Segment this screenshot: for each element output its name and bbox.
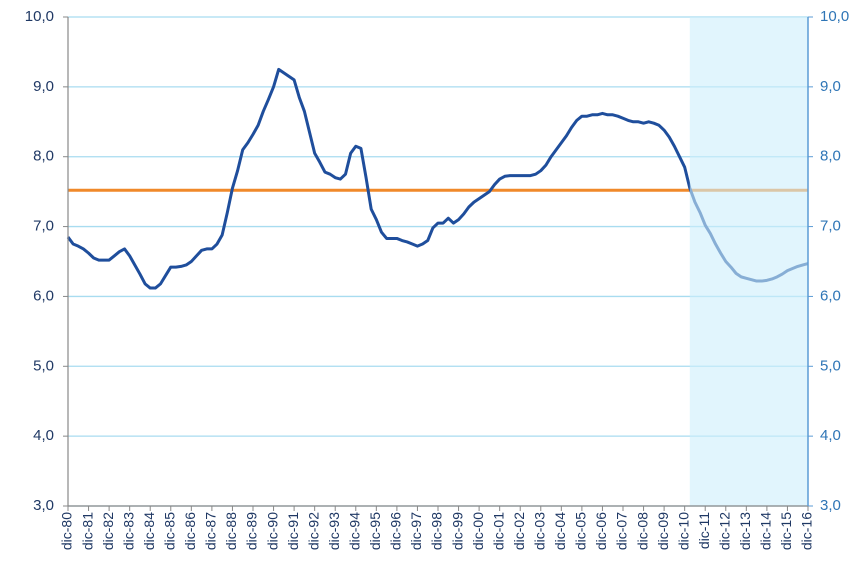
forecast-band — [689, 17, 808, 506]
x-tick-label: dic-97 — [408, 512, 424, 550]
x-tick-label: dic-81 — [79, 512, 95, 550]
x-tick-label: dic-86 — [182, 512, 198, 550]
x-tick-label: dic-99 — [449, 512, 465, 550]
x-tick-label: dic-88 — [223, 512, 239, 550]
y2-tick-label: 7,0 — [820, 218, 841, 235]
y-tick-label: 10,0 — [25, 8, 54, 25]
x-tick-label: dic-85 — [161, 512, 177, 550]
y-tick-label: 7,0 — [33, 218, 54, 235]
x-tick-label: dic-05 — [573, 512, 589, 550]
x-tick-label: dic-12 — [716, 512, 732, 550]
x-tick-label: dic-13 — [737, 512, 753, 550]
y-tick-label: 5,0 — [33, 357, 54, 374]
x-tick-label: dic-83 — [120, 512, 136, 550]
y-tick-label: 6,0 — [33, 287, 54, 304]
x-tick-label: dic-91 — [285, 512, 301, 550]
x-tick-label: dic-80 — [59, 512, 75, 550]
x-tick-label: dic-90 — [264, 512, 280, 550]
x-tick-label: dic-10 — [675, 512, 691, 550]
x-tick-label: dic-04 — [552, 512, 568, 550]
y-tick-label: 8,0 — [33, 148, 54, 165]
x-tick-label: dic-84 — [141, 512, 157, 550]
x-tick-label: dic-92 — [305, 512, 321, 550]
x-tick-label: dic-87 — [203, 512, 219, 550]
y-tick-label: 9,0 — [33, 78, 54, 95]
x-tick-label: dic-94 — [346, 512, 362, 550]
x-tick-label: dic-93 — [326, 512, 342, 550]
x-tick-label: dic-16 — [799, 512, 815, 550]
y2-tick-label: 10,0 — [820, 8, 849, 25]
y-tick-label: 4,0 — [33, 427, 54, 444]
x-tick-label: dic-01 — [490, 512, 506, 550]
x-tick-label: dic-14 — [758, 512, 774, 550]
x-tick-label: dic-11 — [696, 512, 712, 549]
x-tick-label: dic-98 — [429, 512, 445, 550]
line — [66, 67, 809, 290]
y2-tick-label: 6,0 — [820, 287, 841, 304]
y2-tick-label: 5,0 — [820, 357, 841, 374]
x-tick-label: dic-15 — [778, 512, 794, 550]
x-tick-label: dic-03 — [531, 512, 547, 550]
x-tick-label: dic-89 — [244, 512, 260, 550]
x-tick-label: dic-02 — [511, 512, 527, 550]
y2-tick-label: 8,0 — [820, 148, 841, 165]
y2-tick-label: 4,0 — [820, 427, 841, 444]
y2-tick-label: 3,0 — [820, 497, 841, 514]
x-tick-label: dic-08 — [634, 512, 650, 550]
x-tick-label: dic-07 — [614, 512, 630, 550]
x-tick-label: dic-82 — [100, 512, 116, 550]
x-tick-label: dic-96 — [388, 512, 404, 550]
x-tick-label: dic-00 — [470, 512, 486, 550]
y2-tick-label: 9,0 — [820, 78, 841, 95]
y-tick-label: 3,0 — [33, 497, 54, 514]
x-tick-label: dic-06 — [593, 512, 609, 550]
x-tick-label: dic-09 — [655, 512, 671, 550]
x-tick-label: dic-95 — [367, 512, 383, 550]
